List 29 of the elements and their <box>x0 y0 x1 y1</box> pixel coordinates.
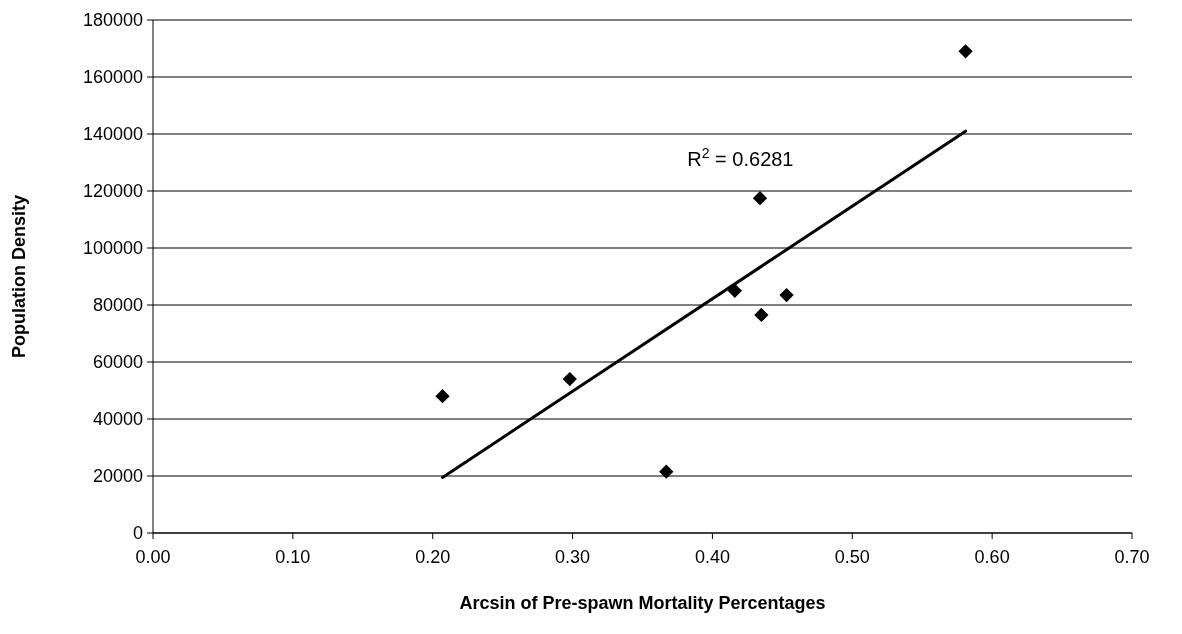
x-tick-label: 0.50 <box>834 547 870 567</box>
point <box>752 190 768 206</box>
x-tick-label: 0.40 <box>694 547 730 567</box>
y-tick-label: 120000 <box>82 181 143 202</box>
point <box>754 307 769 323</box>
point <box>779 287 794 303</box>
x-tick-label: 0.00 <box>135 547 171 567</box>
x-tick-label: 0.10 <box>275 547 311 567</box>
point <box>958 44 973 59</box>
x-tick-label: 0.30 <box>555 547 591 567</box>
y-tick-label: 40000 <box>92 409 143 430</box>
y-tick-label: 140000 <box>82 124 143 145</box>
y-tick-label: 80000 <box>92 295 143 316</box>
y-tick-label: 180000 <box>82 10 143 31</box>
y-tick-label: 60000 <box>92 352 143 373</box>
x-tick-label: 0.70 <box>1114 547 1150 567</box>
annotation: R$^{2}$ = 0.6281 <box>687 145 794 170</box>
x-tick-label: 0.60 <box>974 547 1010 567</box>
x-tick-label: 0.20 <box>415 547 451 567</box>
x-axis-title: Arcsin of Pre-spawn Mortality Percentages <box>459 593 826 613</box>
point <box>659 464 674 479</box>
point <box>435 389 450 404</box>
y-tick-label: 0 <box>132 523 143 544</box>
y-tick-label: 20000 <box>92 466 143 487</box>
point <box>562 371 577 387</box>
y-tick-label: 100000 <box>82 238 143 259</box>
y-axis-title: Population Density <box>9 194 29 359</box>
y-tick-label: 160000 <box>82 67 143 88</box>
point <box>727 283 742 298</box>
